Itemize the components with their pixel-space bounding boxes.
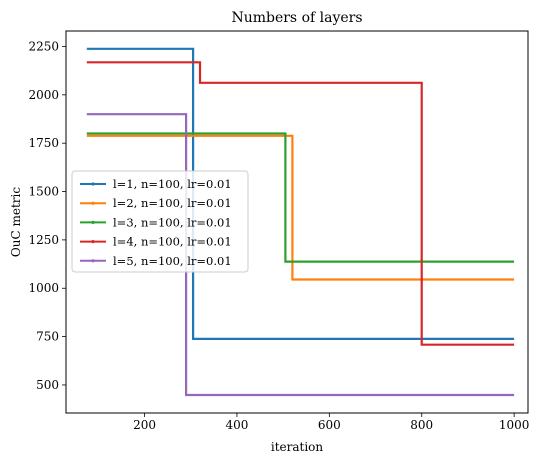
x-axis-title: iteration [271, 440, 324, 454]
series-line-2 [86, 134, 515, 281]
y-tick-label: 1500 [28, 185, 59, 199]
chart-title: Numbers of layers [231, 10, 362, 26]
legend-box [71, 170, 249, 273]
y-tick-label: 750 [36, 330, 59, 344]
y-tick-label: 500 [36, 378, 59, 392]
x-tick-label: 800 [410, 418, 433, 432]
legend-items: l=1, n=100, lr=0.01 l=2, n=100, lr=0.01 l=… [80, 177, 232, 268]
series-line-4 [86, 61, 515, 346]
legend-label: l=3, n=100, lr=0.01 [113, 215, 232, 229]
y-tick-label: 1250 [28, 233, 59, 247]
x-tick-label: 1000 [499, 418, 530, 432]
y-tick-label: 1750 [28, 136, 59, 150]
legend-marker [91, 182, 95, 186]
y-tick-label: 1000 [28, 281, 59, 295]
x-axis: 200 400 600 800 1000 [133, 413, 529, 432]
legend-label: l=2, n=100, lr=0.01 [113, 196, 232, 210]
y-tick-label: 2250 [28, 39, 59, 53]
legend-label: l=5, n=100, lr=0.01 [113, 254, 232, 268]
x-tick-label: 600 [318, 418, 341, 432]
plot-frame [65, 30, 529, 414]
y-axis-title: OuC metric [9, 187, 23, 257]
y-axis: 500 750 1000 1250 1500 1750 2000 2250 [28, 39, 66, 392]
legend: l=1, n=100, lr=0.01 l=2, n=100, lr=0.01 l=… [71, 170, 249, 273]
legend-marker [91, 220, 95, 224]
legend-marker [91, 201, 95, 205]
x-tick-label: 400 [225, 418, 248, 432]
legend-marker [91, 240, 95, 244]
legend-marker [91, 259, 95, 263]
y-tick-label: 2000 [28, 88, 59, 102]
legend-label: l=1, n=100, lr=0.01 [113, 177, 232, 191]
x-tick-label: 200 [133, 418, 156, 432]
legend-label: l=4, n=100, lr=0.01 [113, 235, 232, 249]
